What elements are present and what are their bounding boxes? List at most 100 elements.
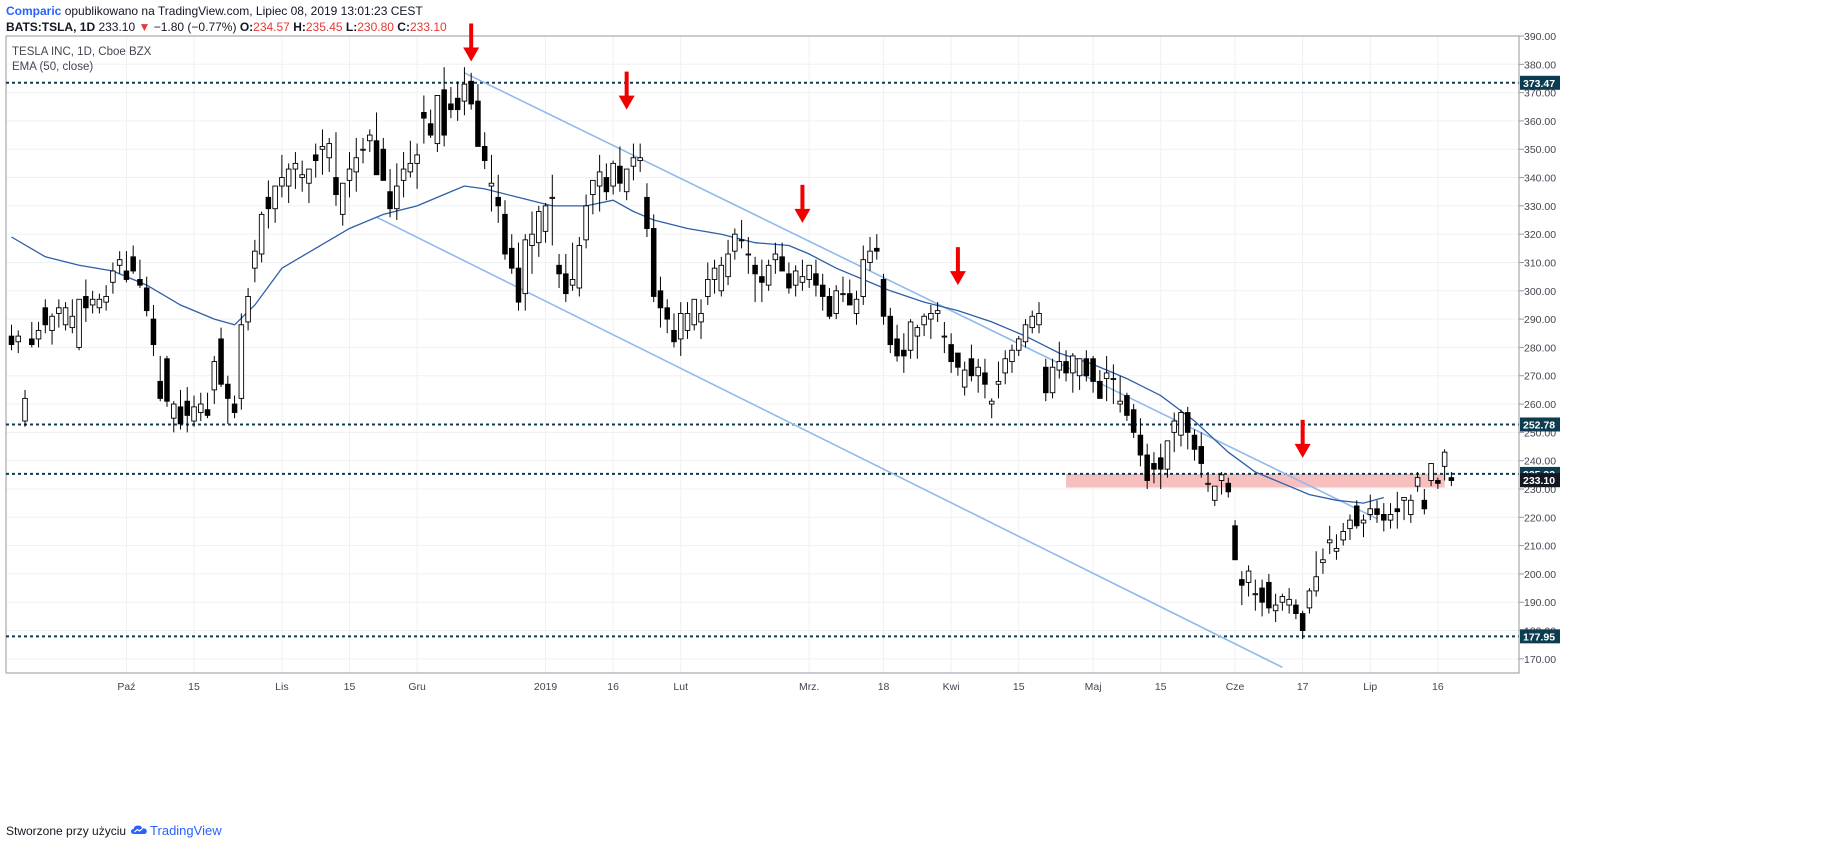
level-label-bg: [1520, 75, 1560, 90]
price-tick-label: 290.00: [1524, 314, 1556, 326]
candle: [786, 262, 792, 294]
candle-body: [846, 293, 853, 306]
time-tick-label: Lip: [1363, 681, 1377, 693]
candle: [1387, 503, 1394, 529]
candle: [35, 321, 42, 348]
candle: [529, 211, 535, 274]
candle: [725, 239, 731, 286]
candle-body: [853, 298, 860, 314]
candle-body: [400, 168, 407, 181]
candle-body: [1036, 312, 1042, 326]
candle: [441, 67, 447, 147]
candle-body: [941, 335, 948, 338]
candle-body: [1198, 446, 1205, 464]
time-tick-label: Kwi: [943, 681, 960, 693]
candle-body: [1184, 412, 1191, 433]
candle-body: [894, 338, 900, 357]
candle-body: [1374, 508, 1380, 515]
candle-body: [1110, 378, 1117, 381]
candle-body: [1347, 519, 1353, 530]
down-arrow-icon: [949, 247, 966, 286]
candle: [934, 302, 941, 322]
candle: [1151, 452, 1157, 484]
candle: [367, 129, 373, 153]
candle-body: [96, 298, 103, 309]
candle: [1259, 579, 1265, 617]
candle-body: [15, 335, 22, 343]
candle: [218, 327, 224, 388]
candle: [1441, 449, 1448, 481]
candle-body: [961, 369, 968, 388]
candle: [894, 324, 900, 362]
price-tick-label: 190.00: [1524, 597, 1556, 609]
candle: [1212, 485, 1218, 506]
candle: [238, 313, 245, 410]
candle-body: [22, 397, 28, 422]
candle-body: [1326, 539, 1333, 544]
candle-body: [1137, 434, 1144, 456]
candle: [563, 253, 569, 303]
candle: [1414, 471, 1421, 492]
grid: [6, 35, 1519, 673]
price-tick-label: 210.00: [1524, 541, 1556, 553]
candle: [1097, 370, 1103, 399]
candle: [1164, 440, 1171, 478]
candle: [1070, 353, 1076, 393]
candle: [164, 355, 170, 407]
ohlc-header: BATS:TSLA, 1D 233.10 ▼ −1.80 (−0.77%) O:…: [6, 20, 447, 34]
candle-body: [1387, 514, 1394, 521]
candle: [1022, 319, 1029, 348]
candle: [279, 154, 285, 198]
candle: [170, 401, 177, 433]
candle: [312, 143, 319, 178]
candle: [130, 245, 136, 274]
candle: [333, 132, 339, 206]
candle-body: [563, 273, 569, 295]
candle-body: [792, 270, 799, 286]
channel-line-upper: [464, 72, 1378, 520]
arrow-shaft: [955, 247, 960, 274]
arrow-head: [1294, 443, 1311, 458]
indicator-label: EMA (50, close): [12, 61, 93, 73]
candle: [62, 302, 69, 331]
candle-body: [684, 312, 691, 331]
candle: [1198, 432, 1205, 478]
candle-body: [8, 335, 15, 346]
price-tick-label: 260.00: [1524, 399, 1556, 411]
candle: [265, 180, 272, 229]
candle-body: [650, 228, 657, 297]
plot-frame: [5, 35, 1520, 674]
candle: [1002, 350, 1008, 385]
candle-body: [1414, 477, 1421, 487]
candle-body: [529, 233, 535, 246]
level-label: 373.47: [1520, 75, 1560, 90]
time-tick-label: Maj: [1085, 681, 1102, 693]
author-link[interactable]: Comparic: [6, 4, 62, 18]
candle: [22, 389, 28, 427]
candle-body: [745, 253, 752, 256]
candle: [1110, 364, 1117, 405]
candle-body: [1394, 508, 1401, 513]
candle-body: [975, 366, 981, 377]
candle-body: [414, 154, 420, 164]
footer: Stworzone przy użyciu TradingView: [6, 823, 222, 838]
tradingview-link[interactable]: TradingView: [150, 823, 222, 838]
candle-body: [1441, 451, 1448, 467]
candle-body: [1218, 474, 1225, 481]
candle: [1367, 494, 1374, 521]
candle-body: [184, 400, 191, 416]
candle-body: [786, 273, 792, 289]
candle-body: [373, 140, 380, 176]
candle-body: [62, 307, 69, 326]
candle: [414, 143, 420, 189]
candle: [407, 140, 414, 178]
time-tick-label: Lut: [673, 681, 688, 693]
candle: [434, 95, 441, 153]
candle: [76, 298, 82, 351]
candle: [806, 264, 812, 288]
down-arrow-icon: [463, 23, 480, 62]
candle-body: [995, 380, 1002, 385]
candle: [1394, 491, 1401, 529]
candle: [779, 242, 785, 272]
